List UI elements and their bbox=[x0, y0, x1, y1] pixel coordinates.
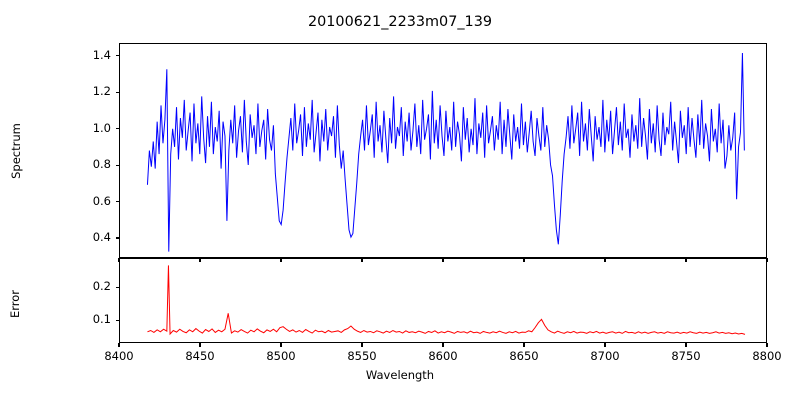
ytick-label-error: 0.2 bbox=[92, 279, 111, 294]
xtick-label: 8800 bbox=[752, 349, 782, 363]
xtick-mark-divider bbox=[442, 258, 444, 262]
xtick-label: 8450 bbox=[185, 349, 215, 363]
xtick-mark-divider bbox=[280, 258, 282, 262]
y-axis-label-error: Error bbox=[8, 289, 22, 319]
ytick-label-spectrum: 0.6 bbox=[92, 193, 111, 208]
ytick-label-spectrum: 0.8 bbox=[92, 157, 111, 172]
ytick-mark-error bbox=[115, 319, 119, 321]
ytick-mark-spectrum bbox=[115, 91, 119, 93]
ytick-mark-error bbox=[115, 286, 119, 288]
ytick-label-spectrum: 1.2 bbox=[92, 84, 111, 99]
spectrum-plot-area bbox=[120, 44, 766, 257]
xtick-mark-divider bbox=[523, 258, 525, 262]
xtick-label: 8400 bbox=[104, 349, 134, 363]
xtick-mark bbox=[280, 343, 282, 347]
ytick-mark-spectrum bbox=[115, 237, 119, 239]
ytick-label-spectrum: 1.0 bbox=[92, 120, 111, 135]
xtick-mark bbox=[685, 343, 687, 347]
ytick-label-error: 0.1 bbox=[92, 312, 111, 327]
xtick-mark bbox=[604, 343, 606, 347]
xtick-mark-divider bbox=[361, 258, 363, 262]
xtick-mark-divider bbox=[766, 258, 768, 262]
xtick-mark bbox=[118, 343, 120, 347]
xtick-mark bbox=[361, 343, 363, 347]
xtick-mark bbox=[523, 343, 525, 347]
error-panel bbox=[119, 258, 767, 343]
spectrum-data-line bbox=[147, 53, 744, 252]
xtick-mark-divider bbox=[118, 258, 120, 262]
ytick-mark-spectrum bbox=[115, 200, 119, 203]
xtick-mark bbox=[766, 343, 768, 347]
ytick-label-spectrum: 0.4 bbox=[92, 229, 111, 244]
xtick-mark bbox=[199, 343, 201, 347]
xtick-label: 8650 bbox=[509, 349, 539, 363]
x-axis-label: Wavelength bbox=[365, 368, 435, 382]
ytick-mark-spectrum bbox=[115, 128, 119, 130]
xtick-mark bbox=[442, 343, 444, 347]
xtick-label: 8750 bbox=[671, 349, 701, 363]
xtick-mark-divider bbox=[604, 258, 606, 262]
ytick-mark-spectrum bbox=[115, 55, 119, 57]
xtick-mark-divider bbox=[685, 258, 687, 262]
ytick-mark-spectrum bbox=[115, 164, 119, 166]
y-axis-label-spectrum: Spectrum bbox=[9, 123, 23, 179]
xtick-label: 8700 bbox=[590, 349, 620, 363]
xtick-mark-divider bbox=[199, 258, 201, 262]
xtick-label: 8500 bbox=[266, 349, 296, 363]
xtick-label: 8600 bbox=[428, 349, 458, 363]
figure-title: 20100621_2233m07_139 bbox=[307, 14, 493, 30]
spectrum-panel bbox=[119, 43, 767, 258]
error-plot-area bbox=[120, 259, 766, 342]
error-data-line bbox=[147, 265, 745, 334]
xtick-label: 8550 bbox=[347, 349, 377, 363]
ytick-label-spectrum: 1.4 bbox=[92, 47, 111, 62]
